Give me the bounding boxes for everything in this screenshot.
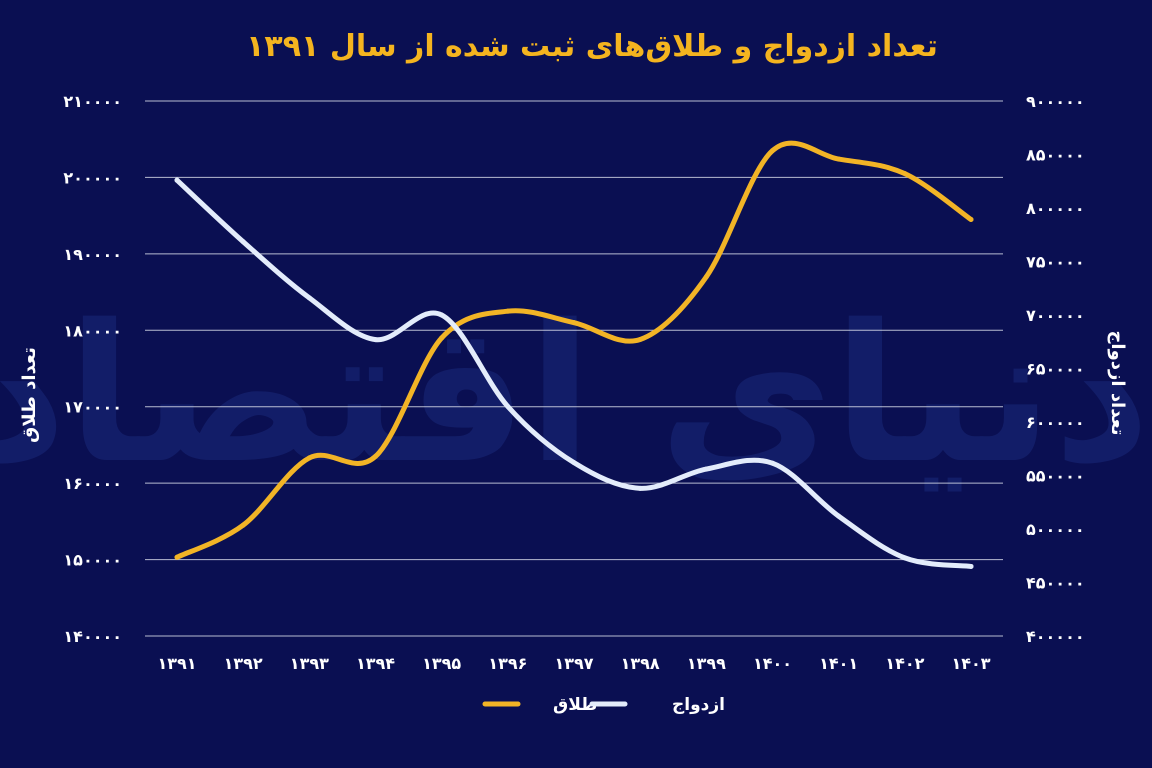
x-axis-tick-label: ۱۳۹۶ [488,654,527,673]
divorce-data-point [373,453,378,459]
left-axis-tick-label: ۱۹۰۰۰۰ [63,245,122,264]
marriage-data-point [637,485,643,491]
marriage-data-point [770,460,775,466]
legend: طلاق ازدواج [482,695,725,715]
divorce-data-point [770,148,775,154]
divorce-data-point [703,274,709,280]
gridlines [145,100,1003,637]
x-axis-tick-label: ۱۳۹۱ [157,654,196,673]
legend-label-divorce: طلاق [553,695,597,715]
marriage-data-point [571,460,577,466]
x-axis-tick-label: ۱۳۹۲ [224,654,263,673]
watermark: دنیای اقتصاد [0,284,1151,505]
marriage-data-point [968,563,974,569]
left-axis-tick-label: ۱۷۰۰۰۰ [63,398,122,417]
x-axis-tick-label: ۱۳۹۴ [356,654,395,673]
right-axis-tick-label: ۴۰۰۰۰۰ [1026,627,1085,646]
marriage-data-point [439,312,445,318]
divorce-data-point [637,336,643,342]
x-axis-tick-label: ۱۴۰۳ [951,654,990,673]
right-axis-tick-label: ۷۰۰۰۰۰ [1026,306,1085,325]
right-axis-tick-label: ۵۵۰۰۰۰ [1026,467,1085,486]
right-axis-title: تعداد ازدواج [1107,330,1128,435]
left-axis-tick-label: ۱۴۰۰۰۰ [63,627,122,646]
left-axis-title: تعداد طلاق [19,347,40,443]
divorce-data-point [306,455,312,461]
divorce-data-point [174,554,180,560]
left-axis-tick-label: ۲۱۰۰۰۰ [63,92,122,111]
x-axis-tick-label: ۱۳۹۵ [422,654,461,673]
left-axis-tick-label: ۲۰۰۰۰۰ [63,168,122,187]
divorce-data-point [571,320,577,326]
right-axis-tick-label: ۶۰۰۰۰۰ [1026,413,1085,432]
x-axis-tick-label: ۱۳۹۹ [687,654,726,673]
x-axis-tick-label: ۱۴۰۲ [885,654,924,673]
left-axis-tick-label: ۱۶۰۰۰۰ [63,474,122,493]
marriage-data-point [703,466,709,472]
chart-title: تعداد ازدواج و طلاق‌های ثبت شده از سال ۱… [246,29,938,64]
x-axis-tick-label: ۱۳۹۸ [621,654,660,673]
marriage-data-point [373,337,378,343]
x-axis-tick-label: ۱۴۰۱ [819,654,858,673]
right-axis-tick-label: ۴۵۰۰۰۰ [1026,574,1085,593]
right-axis-tick-label: ۵۰۰۰۰۰ [1026,520,1085,539]
left-axis-tick-label: ۱۸۰۰۰۰ [63,321,122,340]
left-axis-tick-label: ۱۵۰۰۰۰ [63,551,122,570]
marriage-data-point [836,513,842,519]
right-axis-tick-label: ۶۵۰۰۰۰ [1026,360,1085,379]
divorce-data-point [240,522,246,528]
legend-label-marriage: ازدواج [672,695,725,715]
marriage-data-point [505,403,511,409]
right-axis-tick-label: ۸۵۰۰۰۰ [1026,146,1085,165]
right-axis-tick-label: ۷۵۰۰۰۰ [1026,253,1085,272]
marriage-data-point [902,555,908,561]
right-axis-tick-label: ۹۰۰۰۰۰ [1026,92,1085,111]
series-lines [174,140,974,569]
watermark-text: دنیای اقتصاد [0,284,1151,505]
x-axis-tick-label: ۱۴۰۰ [753,654,792,673]
divorce-data-point [968,216,974,222]
marriage-data-point [240,239,246,245]
axes: ۲۱۰۰۰۰ ۲۰۰۰۰۰ ۱۹۰۰۰۰ ۱۸۰۰۰۰ ۱۷۰۰۰۰ ۱۶۰۰۰۰ ۱۵۰۰… [19,92,1128,673]
divorce-data-point [439,335,445,341]
divorce-data-point [836,156,842,162]
right-axis-tick-label: ۸۰۰۰۰۰ [1026,199,1085,218]
divorce-data-point [505,308,511,314]
divorce-data-point [902,171,908,177]
x-axis-tick-label: ۱۳۹۷ [554,654,593,673]
x-axis-tick-label: ۱۳۹۳ [290,654,329,673]
marriage-data-point [174,177,180,183]
marriage-data-point [306,295,312,301]
